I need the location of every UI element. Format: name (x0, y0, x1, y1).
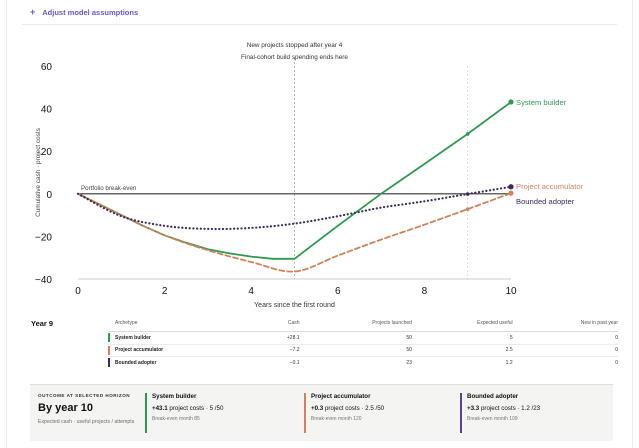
card-value: +0.3 (311, 405, 324, 412)
card-detail: project costs · 2.5 /50 (324, 405, 385, 412)
table-row: Project accumulator −7.2 50 2.5 0 (108, 344, 618, 357)
card-detail: project costs · 5 /50 (169, 405, 224, 412)
horizon-point (465, 132, 470, 136)
card-breakeven: Break-even month 85 (152, 416, 200, 422)
x-tick-label: 10 (505, 286, 517, 297)
outcome-heading: OUTCOME AT SELECTED HORIZON By year 10 E… (38, 393, 143, 427)
x-tick-label: 2 (162, 286, 168, 297)
row-name: Bounded adopter (115, 359, 157, 366)
x-tick-label: 6 (335, 286, 341, 297)
horizon-point (465, 207, 470, 211)
card-title: Bounded adopter (467, 393, 519, 400)
series-swatch (108, 345, 110, 355)
page-frame (6, 0, 633, 448)
y-tick-label: 0 (46, 190, 52, 201)
series-swatch (108, 358, 110, 368)
outcome-panel: OUTCOME AT SELECTED HORIZON By year 10 E… (30, 384, 613, 441)
y-tick-label: 20 (41, 147, 53, 158)
row-launched: 50 (299, 344, 412, 357)
series-line-1 (77, 192, 512, 273)
y-axis-label: Cumulative cash · project costs (35, 128, 42, 217)
card-value: +3.3 (467, 405, 480, 412)
row-cash: −7.2 (263, 344, 300, 357)
col-cash: Cash (263, 318, 300, 332)
outcome-horizon: By year 10 (38, 402, 94, 414)
row-name: System builder (115, 334, 151, 341)
annotation-text: Final-cohort build spending ends here (241, 54, 348, 61)
card-detail: project costs · 1.2 /23 (480, 405, 541, 412)
row-cash: −0.1 (289, 359, 300, 366)
archetype-table: Archetype Cash Projects launched Expecte… (108, 318, 618, 369)
card-accent-bar (145, 393, 147, 433)
adjust-assumptions-toggle[interactable]: + Adjust model assumptions (30, 7, 139, 18)
series-line-2 (76, 185, 513, 231)
col-launched: Projects launched (299, 318, 412, 332)
row-new: 0 (512, 331, 618, 345)
col-useful: Expected useful (411, 318, 513, 332)
series-end-label: Project accumulator (516, 182, 584, 191)
y-tick-label: 40 (41, 105, 53, 116)
year-table: Archetype Cash Projects launched Expecte… (108, 318, 618, 369)
series-swatch (108, 333, 110, 343)
row-useful: 2.5 (411, 344, 513, 357)
row-cash: +28.1 (263, 331, 300, 345)
annotation-text: New projects stopped after year 4 (247, 42, 343, 49)
card-title: Project accumulator (311, 393, 371, 400)
series-end-label: System builder (516, 98, 567, 107)
table-row: System builder +28.1 50 5 0 (108, 331, 618, 345)
table-header-row: Archetype Cash Projects launched Expecte… (108, 318, 618, 332)
col-archetype: Archetype (108, 318, 264, 332)
x-tick-label: 4 (248, 286, 254, 297)
cumulative-cash-chart: New projects stopped after year 4 Final-c… (35, 42, 584, 309)
header-divider (22, 24, 617, 25)
end-point (508, 99, 514, 105)
y-tick-label: 60 (41, 62, 53, 73)
outcome-card-project-accumulator: Project accumulator +0.3 project costs ·… (304, 393, 384, 433)
y-tick-label: −40 (35, 275, 52, 286)
card-value: +43.1 (152, 405, 168, 412)
row-launched: 50 (299, 331, 412, 345)
end-point (508, 190, 514, 196)
y-tick-label: −20 (35, 232, 52, 243)
outcome-card-bounded-adopter: Bounded adopter +3.3 project costs · 1.2… (460, 393, 540, 433)
end-point (508, 184, 514, 190)
row-name: Project accumulator (115, 347, 164, 354)
break-even-label: Portfolio break-even (81, 185, 137, 192)
horizon-point (465, 192, 470, 196)
x-tick-label: 0 (75, 286, 81, 297)
card-breakeven: Break-even month 109 (467, 416, 518, 422)
outcome-card-system-builder: System builder +43.1 project costs · 5 /… (145, 393, 223, 433)
outcome-hint: Expected cash · useful projects / attemp… (38, 419, 135, 425)
outcome-kicker: OUTCOME AT SELECTED HORIZON (38, 393, 131, 398)
table-row: Bounded adopter −0.1 23 1.2 0 (108, 357, 618, 369)
plus-icon: + (30, 7, 36, 17)
row-new: 0 (615, 359, 618, 366)
card-breakeven: Break-even month 120 (311, 416, 362, 422)
row-new: 0 (512, 344, 618, 357)
card-accent-bar (460, 393, 462, 433)
col-new: New in past year (512, 318, 618, 332)
row-launched: 23 (406, 359, 412, 366)
x-tick-label: 8 (422, 286, 428, 297)
row-useful: 5 (411, 331, 513, 345)
row-useful: 1.2 (505, 359, 513, 366)
card-title: System builder (152, 393, 197, 400)
card-accent-bar (304, 393, 306, 433)
table-year-label: Year 9 (31, 319, 54, 328)
adjust-assumptions-label: Adjust model assumptions (42, 8, 139, 17)
series-end-label: Bounded adopter (516, 197, 575, 206)
x-axis-label: Years since the first round (254, 302, 335, 309)
